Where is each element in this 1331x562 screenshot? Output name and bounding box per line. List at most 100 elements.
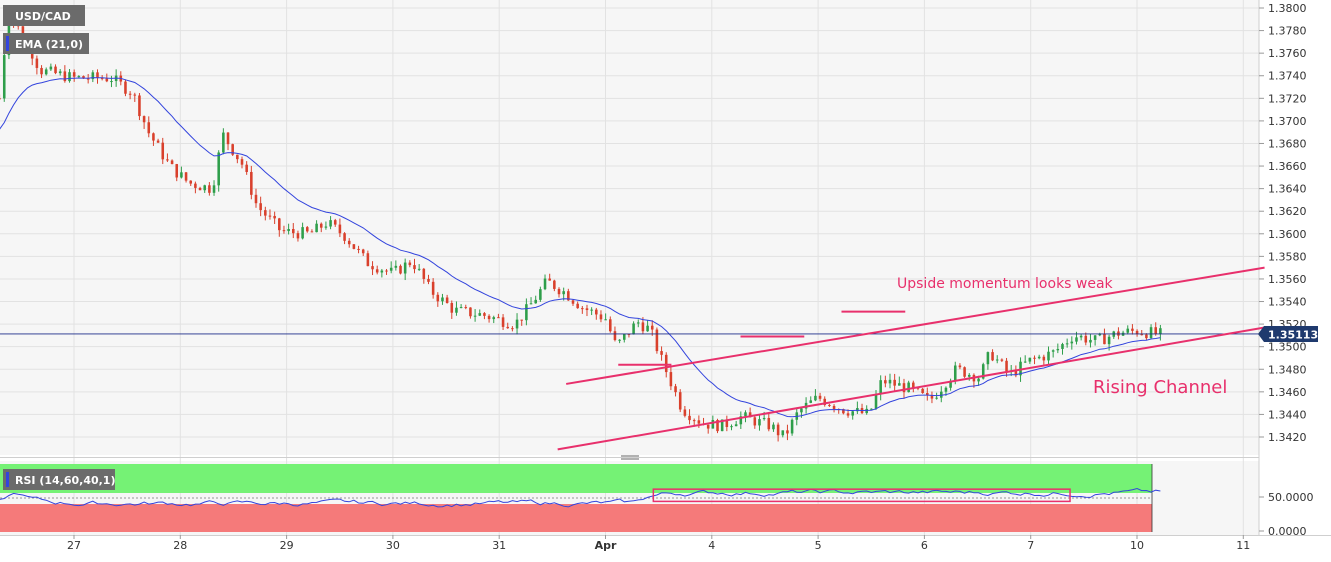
candle-body xyxy=(539,289,542,300)
rsi-axis-ticks: 50.0000 0.0000 xyxy=(1259,491,1314,538)
rsi-label-group: RSI (14,60,40,1) xyxy=(3,469,115,490)
price-tick-label: 1.3720 xyxy=(1268,92,1307,105)
candle-body xyxy=(1065,343,1069,345)
candle-body xyxy=(692,420,696,422)
candle-body xyxy=(77,76,81,78)
candle-body xyxy=(944,387,948,392)
candle-body xyxy=(217,152,220,186)
price-tick-label: 1.3780 xyxy=(1268,25,1307,38)
candle-body xyxy=(44,69,48,75)
candle-body xyxy=(776,424,780,436)
candle-body xyxy=(86,78,90,80)
price-tick-label: 1.3700 xyxy=(1268,115,1307,128)
candle-body xyxy=(1098,333,1102,336)
candle-body xyxy=(1131,328,1134,331)
candle-body xyxy=(842,409,845,414)
candle-body xyxy=(567,291,570,301)
candle-body xyxy=(1079,335,1083,338)
candle-body xyxy=(282,230,286,232)
candle-body xyxy=(576,303,579,309)
price-axis xyxy=(1259,0,1331,455)
candle-body xyxy=(618,339,621,341)
candle-body xyxy=(436,294,440,302)
time-tick-label: 28 xyxy=(173,539,187,552)
candle-body xyxy=(231,144,234,155)
candle-body xyxy=(1033,357,1036,359)
candle-body xyxy=(357,248,360,250)
candle-body xyxy=(632,323,635,335)
candle-body xyxy=(655,329,659,352)
candle-body xyxy=(91,72,95,80)
candle-body xyxy=(347,240,351,245)
candle-body xyxy=(529,303,533,305)
candle-body xyxy=(161,142,165,160)
candle-body xyxy=(548,278,551,281)
candle-body xyxy=(856,408,859,412)
candle-body xyxy=(781,430,785,436)
trendlines xyxy=(557,266,1265,451)
ema-line xyxy=(0,77,1161,418)
candle-body xyxy=(417,268,421,270)
candle-body xyxy=(352,244,356,249)
candle-body xyxy=(501,317,505,327)
candle-body xyxy=(483,313,486,316)
candle-body xyxy=(930,395,934,399)
candle-body xyxy=(366,253,370,267)
time-tick-label: 7 xyxy=(1027,539,1034,552)
candle-body xyxy=(1149,327,1153,339)
candle-body xyxy=(226,132,230,145)
price-tick-label: 1.3540 xyxy=(1268,296,1307,309)
candle-body xyxy=(991,352,994,361)
candle-body xyxy=(553,280,556,289)
candle-body xyxy=(1023,361,1027,363)
candle-body xyxy=(730,426,733,428)
lower-channel-line xyxy=(557,326,1265,451)
candle-body xyxy=(739,416,743,425)
time-tick-label: 5 xyxy=(815,539,822,552)
candle-body xyxy=(268,215,272,217)
candle-body xyxy=(678,392,682,410)
candle-body xyxy=(1126,328,1130,333)
candle-body xyxy=(734,424,738,427)
candle-body xyxy=(40,67,43,75)
price-tick-label: 1.3580 xyxy=(1268,250,1307,263)
price-tick-label: 1.3420 xyxy=(1268,431,1307,444)
candle-body xyxy=(898,383,901,386)
time-tick-label: 10 xyxy=(1130,539,1144,552)
candle-body xyxy=(953,365,957,381)
candle-body xyxy=(1019,361,1022,376)
candle-body xyxy=(753,417,757,426)
candle-body xyxy=(296,233,300,239)
candle-body xyxy=(851,411,854,416)
candle-body xyxy=(1135,330,1139,335)
candle-body xyxy=(315,223,318,233)
candle-body xyxy=(212,185,216,193)
candle-body xyxy=(1047,351,1050,361)
candle-body xyxy=(459,307,463,309)
candle-body xyxy=(329,220,332,227)
candle-body xyxy=(422,268,426,279)
candle-body xyxy=(250,171,253,195)
pane-resize-handle[interactable] xyxy=(621,455,639,460)
candle-body xyxy=(455,307,458,313)
candle-body xyxy=(138,95,141,117)
candle-body xyxy=(963,367,966,377)
candle-body xyxy=(1075,337,1078,342)
candle-body xyxy=(413,265,416,270)
candle-body xyxy=(100,78,104,80)
candle-body xyxy=(758,419,761,426)
candle-body xyxy=(650,325,654,330)
candle-body xyxy=(814,395,817,401)
candle-body xyxy=(222,132,225,153)
momentum-annotation: Upside momentum looks weak xyxy=(897,276,1114,292)
candle-body xyxy=(935,397,938,399)
candle-body xyxy=(1107,336,1111,345)
candle-body xyxy=(543,278,547,290)
candle-body xyxy=(599,314,603,320)
candle-body xyxy=(58,71,62,74)
candle-body xyxy=(767,417,771,430)
time-axis-ticks: 27 28 29 30 31 Apr 4 5 6 7 10 11 xyxy=(67,535,1250,552)
candle-body xyxy=(1140,334,1144,336)
candle-body xyxy=(408,262,412,266)
